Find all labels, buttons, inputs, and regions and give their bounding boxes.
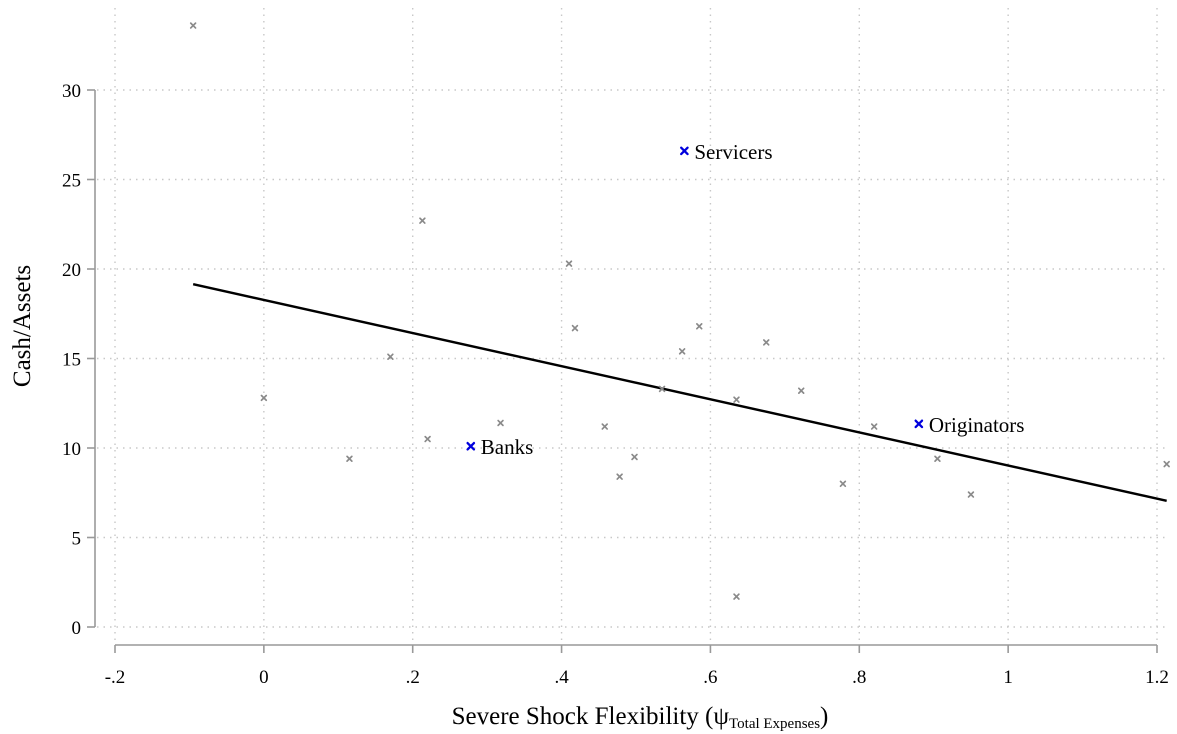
highlighted-point xyxy=(466,441,476,451)
labels-layer: Banks Servicers Originators xyxy=(481,140,1025,459)
data-point xyxy=(967,491,975,498)
y-tick-label: 15 xyxy=(62,350,81,371)
grid-layer xyxy=(97,8,1165,643)
data-point xyxy=(934,455,941,462)
point-label: Originators xyxy=(929,413,1025,437)
x-axis-title: Severe Shock Flexibility (ψTotal Expense… xyxy=(452,703,829,732)
data-point xyxy=(696,323,703,330)
point-label: Servicers xyxy=(694,140,772,164)
y-axis-title: Cash/Assets xyxy=(9,265,36,387)
data-point xyxy=(601,423,608,430)
data-point xyxy=(733,396,740,403)
axes-layer: 0 5 10 15 20 25 30 -.2 0 .2 .4 .6 .8 1 1.2 xyxy=(62,81,1169,688)
data-point xyxy=(189,22,197,29)
data-point xyxy=(571,324,579,332)
x-tick-label: .4 xyxy=(554,667,569,688)
data-point xyxy=(763,339,770,346)
data-point xyxy=(616,473,623,480)
x-tick-label: -.2 xyxy=(105,667,126,688)
data-point xyxy=(797,387,805,394)
data-point xyxy=(565,260,573,267)
highlighted-point xyxy=(914,419,924,429)
data-point xyxy=(839,480,847,488)
x-tick-label: .2 xyxy=(406,667,420,688)
data-point xyxy=(870,423,878,430)
data-point xyxy=(346,455,353,462)
data-point xyxy=(497,419,504,427)
y-tick-label: 10 xyxy=(62,439,81,460)
data-point xyxy=(1163,460,1170,468)
y-tick-label: 20 xyxy=(62,260,81,281)
y-tick-label: 5 xyxy=(72,529,82,550)
y-tick-label: 0 xyxy=(72,618,82,639)
x-axis-title-close: ) xyxy=(820,703,828,730)
data-point xyxy=(733,593,740,600)
data-point xyxy=(424,435,431,443)
data-point xyxy=(631,453,638,461)
x-axis-title-main: Severe Shock Flexibility (ψ xyxy=(452,703,730,730)
x-axis-title-subscript: Total Expenses xyxy=(729,716,820,732)
data-point xyxy=(658,385,666,393)
point-label: Banks xyxy=(481,435,533,459)
y-tick-label: 30 xyxy=(62,81,81,102)
fit-line xyxy=(192,283,1167,502)
x-tick-label: 1 xyxy=(1003,667,1013,688)
data-point xyxy=(678,348,686,355)
data-point xyxy=(260,394,268,402)
highlighted-point xyxy=(680,146,689,156)
y-tick-label: 25 xyxy=(62,171,81,192)
data-point xyxy=(387,353,394,360)
x-tick-label: 0 xyxy=(259,667,269,688)
x-tick-label: .8 xyxy=(852,667,866,688)
fit-line-layer xyxy=(192,283,1167,502)
points-layer xyxy=(189,22,1170,600)
x-tick-label: .6 xyxy=(703,667,717,688)
data-point xyxy=(419,217,426,224)
x-tick-label: 1.2 xyxy=(1145,667,1169,688)
